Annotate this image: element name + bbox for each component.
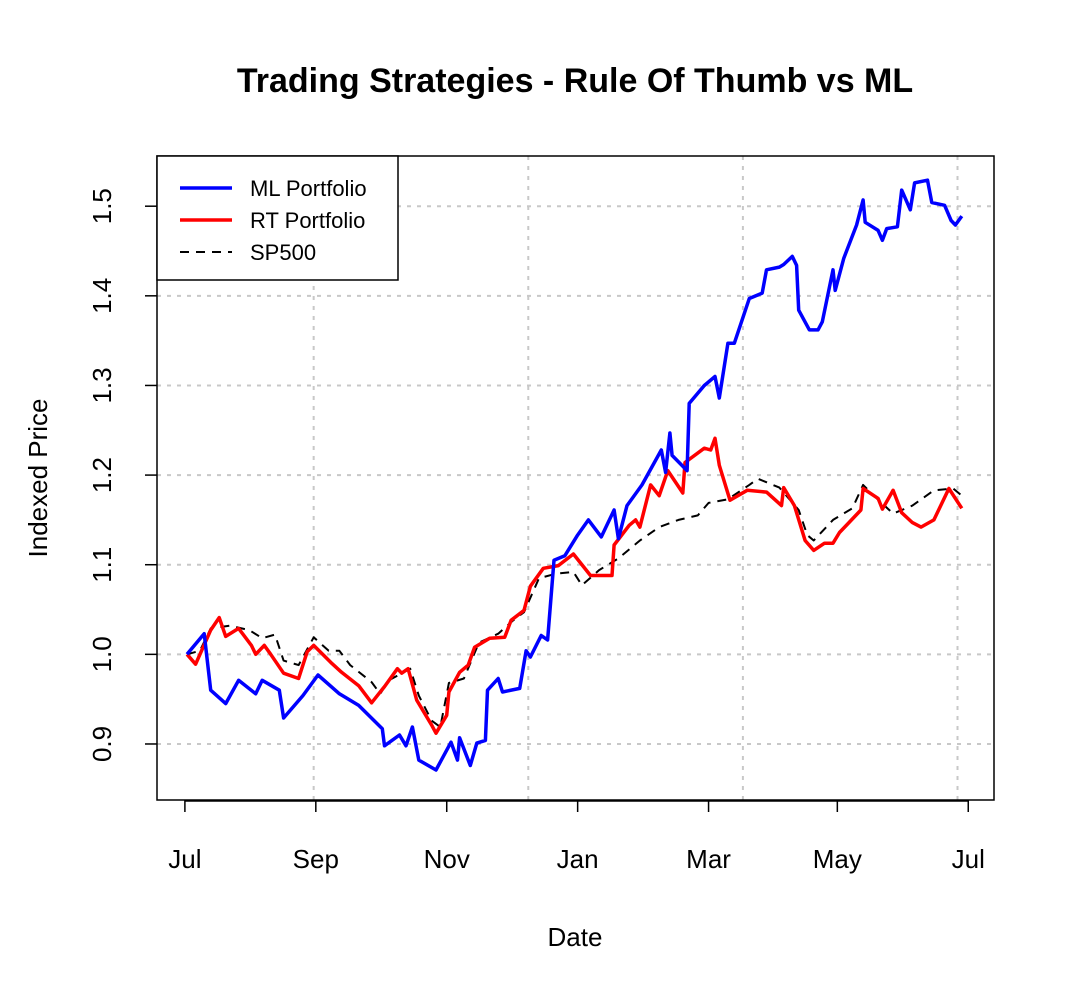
x-tick-label: Sep — [293, 844, 339, 874]
series-line-rt-portfolio — [185, 436, 964, 735]
series-line-sp500 — [186, 477, 963, 728]
grid — [157, 156, 994, 800]
y-tick-label: 1.5 — [87, 188, 117, 224]
x-tick-label: Mar — [686, 844, 731, 874]
y-tick-label: 1.4 — [87, 278, 117, 314]
legend-box — [156, 155, 399, 281]
axes: 0.9 1.0 1.1 1.2 1.3 1.4 1.5 Jul Sep Nov Jan Mar May J… — [87, 188, 985, 874]
y-axis-label: Indexed Price — [23, 399, 53, 558]
y-tick-label: 0.9 — [87, 726, 117, 762]
x-tick-label: Jul — [952, 844, 985, 874]
y-tick-label: 1.1 — [87, 547, 117, 583]
legend-label: SP500 — [250, 240, 316, 265]
y-tick-label: 1.3 — [87, 367, 117, 403]
legend: ML Portfolio RT Portfolio SP500 — [156, 155, 399, 281]
series-line-ml-portfolio — [185, 178, 964, 772]
series-lines — [185, 178, 964, 772]
y-tick-label: 1.0 — [87, 636, 117, 672]
x-axis-label: Date — [548, 922, 603, 952]
legend-label: RT Portfolio — [250, 208, 365, 233]
legend-label: ML Portfolio — [250, 176, 367, 201]
x-tick-label: Jan — [557, 844, 599, 874]
x-tick-label: May — [813, 844, 862, 874]
x-tick-label: Jul — [168, 844, 201, 874]
plot-frame — [156, 155, 995, 801]
x-tick-label: Nov — [424, 844, 470, 874]
y-tick-label: 1.2 — [87, 457, 117, 493]
chart-title: Trading Strategies - Rule Of Thumb vs ML — [237, 62, 913, 100]
